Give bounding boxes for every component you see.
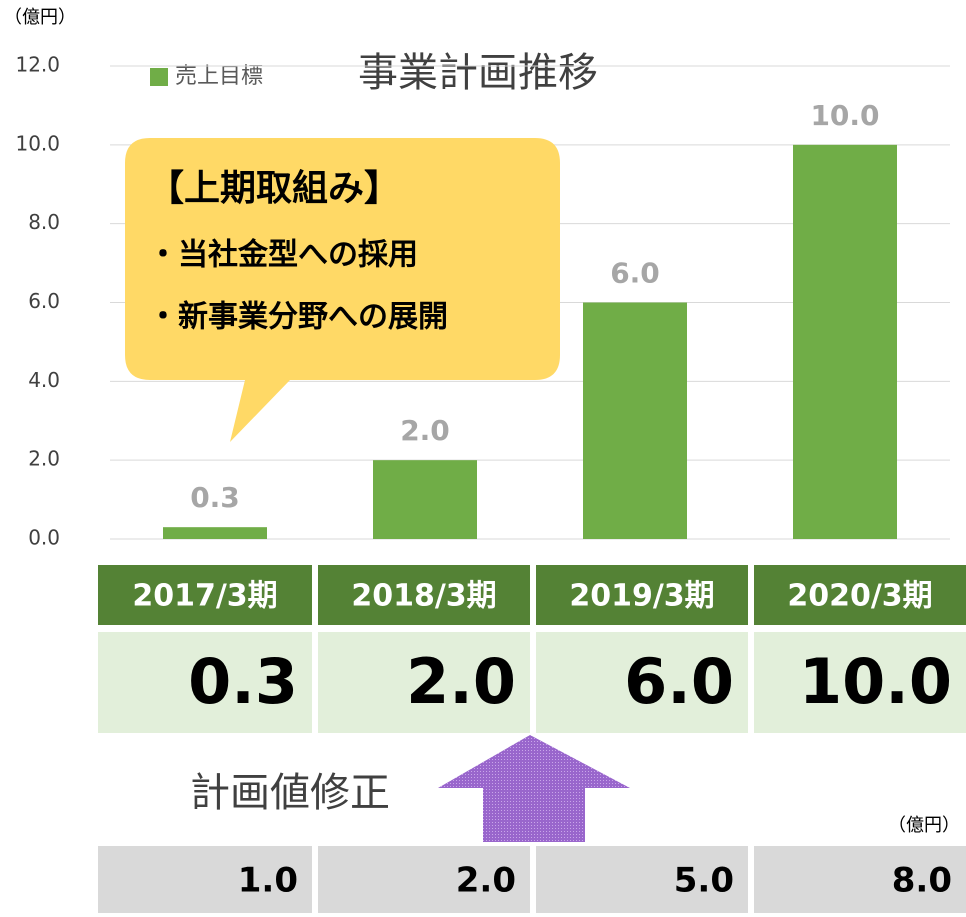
y-unit: （億円） [4, 7, 76, 28]
header-label: 2019/3期 [569, 579, 714, 614]
header-cell [754, 565, 966, 625]
data-label: 0.3 [190, 481, 240, 514]
revision-cell [536, 846, 748, 913]
y-tick-label: 0.0 [28, 526, 60, 550]
y-tick-label: 4.0 [28, 368, 60, 392]
value-text: 0.3 [188, 645, 298, 718]
revision-unit: （億円） [888, 815, 960, 836]
value-text: 10.0 [799, 645, 952, 718]
data-label: 6.0 [610, 257, 660, 290]
value-cell [754, 632, 966, 733]
legend-label: 売上目標 [175, 64, 263, 89]
bar [163, 527, 267, 539]
revision-label: 計画値修正 [190, 770, 390, 816]
value-cell [536, 632, 748, 733]
revision-value: 5.0 [674, 861, 734, 901]
revision-value: 2.0 [456, 861, 516, 901]
callout-item: ・当社金型への採用 [148, 238, 418, 273]
value-text: 6.0 [624, 645, 734, 718]
callout-title: 【上期取組み】 [148, 168, 400, 209]
revision-value: 8.0 [892, 861, 952, 901]
header-cell [98, 565, 312, 625]
legend-swatch [150, 68, 168, 86]
y-tick-label: 2.0 [28, 447, 60, 471]
header-cell [536, 565, 748, 625]
bar [373, 460, 477, 539]
value-text: 2.0 [406, 645, 516, 718]
y-tick-label: 12.0 [15, 53, 60, 77]
y-tick-label: 8.0 [28, 210, 60, 234]
data-label: 2.0 [400, 414, 450, 447]
bar [583, 302, 687, 539]
chart-title: 事業計画推移 [358, 50, 598, 96]
data-label: 10.0 [810, 99, 879, 132]
header-label: 2017/3期 [132, 579, 277, 614]
revision-value: 1.0 [238, 861, 298, 901]
revision-cell [318, 846, 530, 913]
callout-box [125, 138, 560, 442]
header-label: 2018/3期 [351, 579, 496, 614]
value-cell [318, 632, 530, 733]
revision-cell [98, 846, 312, 913]
y-tick-label: 10.0 [15, 131, 60, 155]
revision-cell [754, 846, 966, 913]
y-tick-label: 6.0 [28, 289, 60, 313]
callout-item: ・新事業分野への展開 [148, 300, 448, 335]
value-cell [98, 632, 312, 733]
header-cell [318, 565, 530, 625]
revision-arrow [438, 735, 630, 842]
bar [793, 144, 897, 540]
header-label: 2020/3期 [787, 579, 932, 614]
